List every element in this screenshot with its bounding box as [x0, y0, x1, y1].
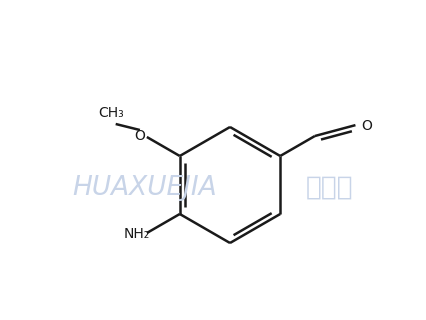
- Text: NH₂: NH₂: [124, 227, 150, 241]
- Text: HUAXUEJIA: HUAXUEJIA: [73, 175, 217, 201]
- Text: CH₃: CH₃: [98, 106, 124, 120]
- Text: 化学加: 化学加: [306, 175, 354, 201]
- Text: O: O: [361, 119, 372, 133]
- Text: O: O: [135, 129, 145, 143]
